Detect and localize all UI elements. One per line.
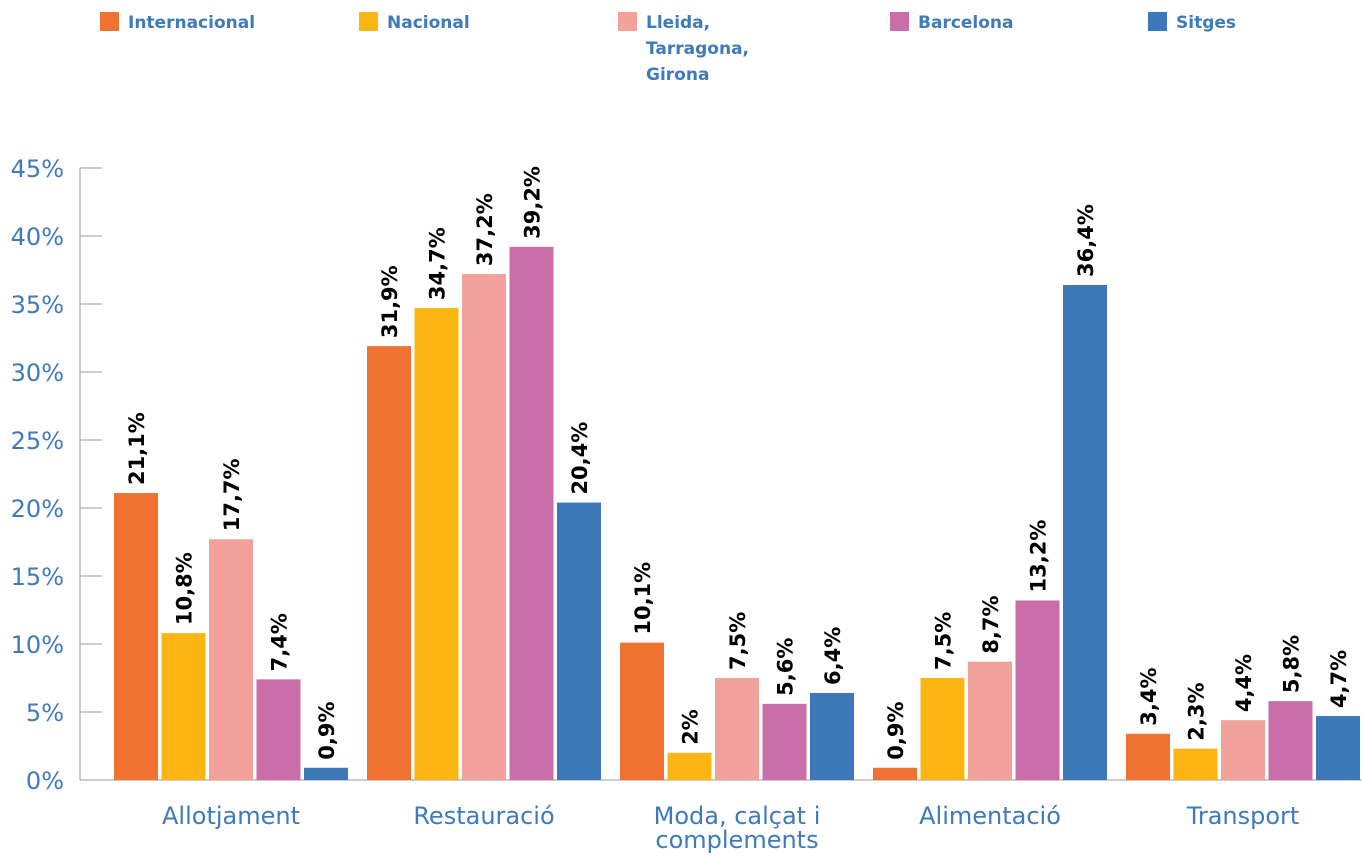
bar-value-label: 10,8% <box>173 552 197 625</box>
y-tick-label: 5% <box>26 699 64 727</box>
legend-item: Nacional <box>359 10 470 36</box>
legend-swatch <box>890 12 909 31</box>
bar-value-label: 4,4% <box>1232 654 1256 712</box>
category-label: Transport <box>1186 802 1300 830</box>
bar-value-label: 10,1% <box>631 562 655 635</box>
category-label: Allotjament <box>162 802 300 830</box>
bar <box>667 752 712 780</box>
legend-swatch <box>618 12 637 31</box>
bar <box>414 308 459 780</box>
y-tick-label: 40% <box>11 223 64 251</box>
bar-value-label: 2% <box>679 709 703 745</box>
bar <box>557 502 601 780</box>
bar <box>209 539 253 780</box>
bar-value-label: 36,4% <box>1074 204 1098 277</box>
bar <box>873 767 917 780</box>
legend-label: Lleida, Tarragona, Girona <box>646 13 749 85</box>
bar-value-label: 13,2% <box>1027 520 1051 593</box>
y-tick-label: 30% <box>11 359 64 387</box>
category-label: Moda, calçat i complements <box>654 802 821 854</box>
bar-value-label: 5,8% <box>1280 635 1304 693</box>
legend-item: Lleida, Tarragona, Girona <box>618 10 749 88</box>
bar <box>462 274 506 780</box>
bar-value-label: 4,7% <box>1327 650 1351 708</box>
bar-value-label: 20,4% <box>568 422 592 495</box>
bar-value-label: 7,5% <box>726 612 750 670</box>
y-tick-label: 15% <box>11 563 64 591</box>
legend-swatch <box>359 12 378 31</box>
bar-value-label: 39,2% <box>521 166 545 239</box>
bar <box>509 246 554 780</box>
bar <box>762 703 807 780</box>
bar <box>367 346 411 780</box>
bar-value-label: 0,9% <box>884 702 908 760</box>
y-tick-label: 0% <box>26 767 64 795</box>
bar <box>114 493 158 780</box>
bar <box>715 678 759 780</box>
bar <box>1063 284 1107 780</box>
bar <box>1316 716 1360 780</box>
bar <box>256 679 301 780</box>
bar <box>810 692 854 780</box>
legend-label: Sitges <box>1176 13 1237 33</box>
bar-value-label: 17,7% <box>220 458 244 531</box>
bar-value-label: 34,7% <box>426 227 450 300</box>
category-label: Alimentació <box>919 802 1061 830</box>
legend-item: Sitges <box>1148 10 1236 36</box>
bar-value-label: 8,7% <box>979 595 1003 653</box>
y-tick-label: 10% <box>11 631 64 659</box>
legend-label: Internacional <box>128 13 256 33</box>
legend-label: Barcelona <box>918 13 1014 33</box>
bar <box>620 642 664 780</box>
bar-value-label: 37,2% <box>473 193 497 266</box>
category-label: Restauració <box>413 802 554 830</box>
bar <box>1173 748 1218 780</box>
bar-value-label: 2,3% <box>1185 682 1209 740</box>
y-tick-label: 25% <box>11 427 64 455</box>
bar <box>1268 701 1313 780</box>
bar-value-label: 31,9% <box>378 265 402 338</box>
bar <box>304 767 348 780</box>
legend-swatch <box>100 12 119 31</box>
bar <box>161 633 206 780</box>
y-tick-label: 35% <box>11 291 64 319</box>
bar <box>1015 600 1060 780</box>
y-tick-label: 45% <box>11 155 64 183</box>
bar-value-label: 7,5% <box>932 612 956 670</box>
legend-item: Internacional <box>100 10 255 36</box>
bar <box>920 678 965 780</box>
bar <box>1126 733 1170 780</box>
bar-value-label: 7,4% <box>268 613 292 671</box>
bar-value-label: 5,6% <box>774 638 798 696</box>
bar-value-label: 0,9% <box>315 702 339 760</box>
legend-label: Nacional <box>387 13 470 33</box>
bar-value-label: 6,4% <box>821 627 845 685</box>
legend-swatch <box>1148 12 1167 31</box>
legend-item: Barcelona <box>890 10 1014 36</box>
bar <box>1221 720 1265 780</box>
legend: Internacional Nacional Lleida, Tarragona, … <box>100 10 1362 100</box>
bar-value-label: 21,1% <box>125 412 149 485</box>
bar-value-label: 3,4% <box>1137 668 1161 726</box>
y-tick-label: 20% <box>11 495 64 523</box>
bar <box>968 661 1012 780</box>
